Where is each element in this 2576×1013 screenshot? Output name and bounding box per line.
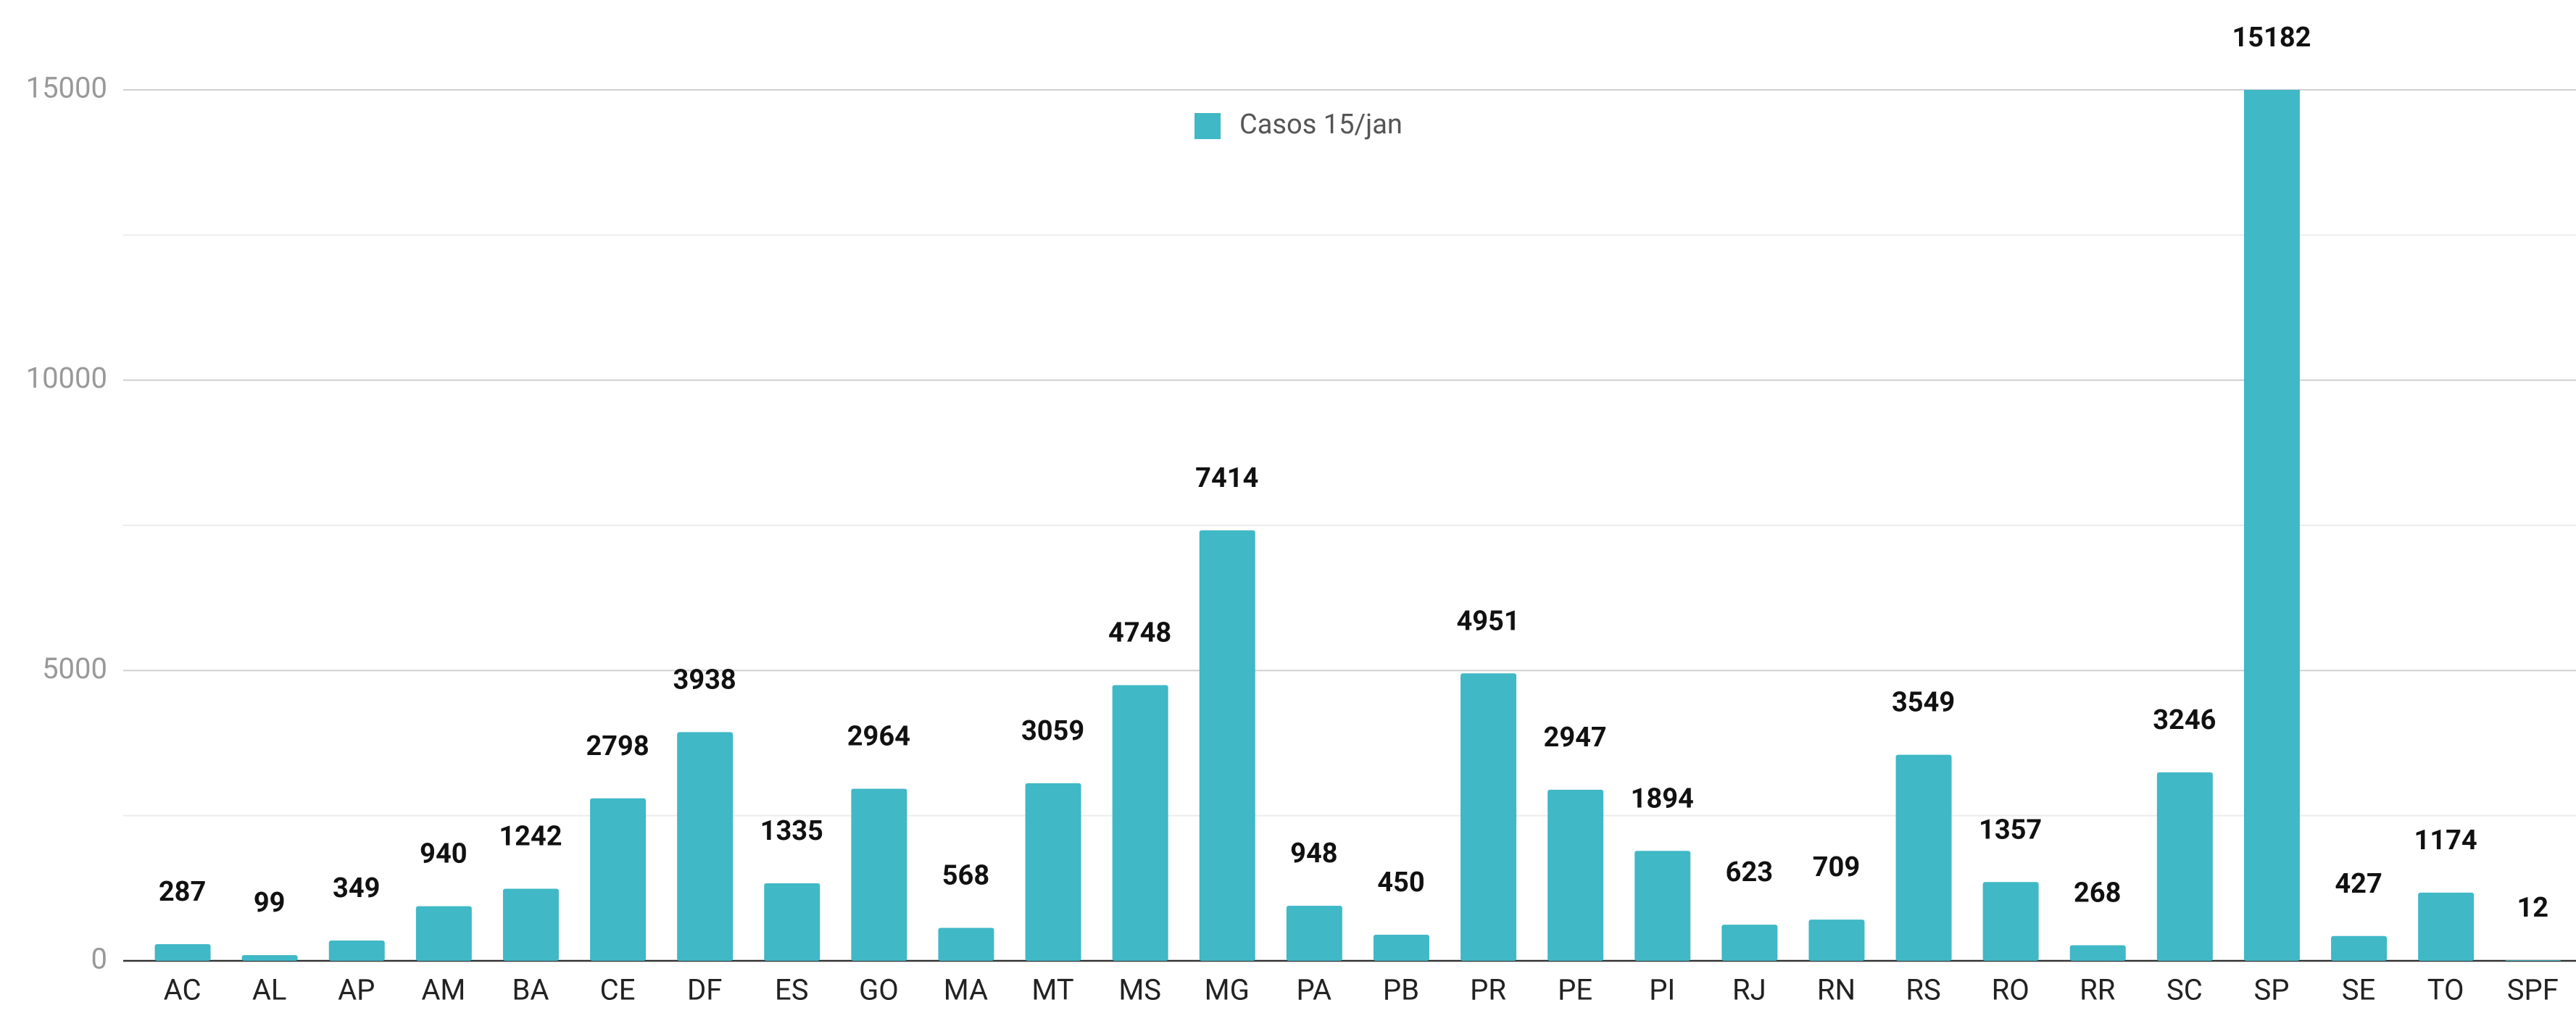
value-label: 940 [420, 838, 467, 870]
y-tick-label: 0 [91, 942, 107, 976]
value-label: 1357 [1979, 814, 2042, 846]
value-label: 3549 [1892, 687, 1955, 719]
x-tick-label: AM [421, 973, 465, 1007]
value-label: 3938 [673, 664, 736, 696]
value-label: 3246 [2153, 704, 2216, 736]
value-label: 15182 [2232, 22, 2311, 54]
x-tick-label: CE [600, 973, 636, 1007]
bar [1461, 673, 1517, 961]
x-tick-label: TO [2427, 973, 2464, 1007]
value-label: 568 [942, 860, 989, 892]
x-tick-label: RR [2080, 973, 2115, 1007]
value-label: 2964 [847, 721, 910, 753]
bar [1286, 906, 1342, 961]
bar [764, 883, 820, 961]
bar [1547, 789, 1604, 961]
bar [1025, 783, 1081, 961]
y-tick-label: 10000 [26, 361, 107, 395]
x-tick-label: AL [252, 973, 287, 1007]
bar [1112, 685, 1168, 961]
x-tick-label: SPF [2507, 973, 2559, 1007]
x-tick-label: RN [1817, 973, 1856, 1007]
x-tick-label: DF [687, 973, 722, 1007]
value-label: 427 [2335, 868, 2382, 900]
labels: 0 5000 10000 15000 AC AL AP AM BA CE DF ES GO MA MT MS M… [26, 22, 2559, 1007]
bar [415, 906, 472, 961]
x-tick-label: AP [338, 973, 375, 1007]
x-tick-label: RJ [1732, 973, 1766, 1007]
x-tick-label: MS [1118, 973, 1161, 1007]
value-label: 2798 [586, 730, 649, 762]
x-tick-label: AC [164, 973, 201, 1007]
legend-label: Casos 15/jan [1239, 109, 1403, 141]
x-tick-label: PE [1558, 973, 1592, 1007]
value-label: 268 [2074, 877, 2121, 909]
bar [851, 788, 907, 961]
value-label: 4748 [1108, 617, 1171, 649]
legend-swatch [1194, 113, 1221, 139]
x-tick-label: PI [1649, 973, 1675, 1007]
value-label: 4951 [1456, 605, 1519, 637]
bar [2331, 935, 2388, 961]
bar [2418, 892, 2475, 961]
value-label: 3059 [1021, 715, 1084, 747]
bar [241, 955, 298, 961]
y-tick-label: 5000 [42, 651, 107, 685]
value-label: 1174 [2414, 825, 2477, 856]
x-tick-label: SE [2342, 973, 2375, 1007]
value-label: 709 [1813, 851, 1860, 883]
x-tick-label: RS [1906, 973, 1940, 1007]
x-tick-label: ES [775, 973, 808, 1007]
x-tick-label: GO [859, 973, 899, 1007]
bar [677, 732, 734, 961]
y-tick-label: 15000 [26, 71, 107, 105]
bar [1808, 920, 1865, 961]
x-tick-label: PR [1470, 973, 1506, 1007]
x-tick-label: PB [1383, 973, 1419, 1007]
value-label: 1242 [499, 821, 562, 853]
value-label: 1335 [760, 815, 823, 847]
value-label: 287 [159, 876, 206, 908]
bar [938, 927, 994, 961]
bar [1895, 754, 1952, 961]
x-tick-label: RO [1992, 973, 2029, 1007]
value-label: 2947 [1544, 722, 1607, 754]
x-tick-label: MA [944, 973, 988, 1007]
bar [1199, 530, 1255, 961]
bar [1373, 934, 1429, 961]
bar [154, 944, 211, 961]
value-label: 623 [1726, 856, 1773, 888]
bar [1982, 882, 2039, 961]
value-label: 948 [1290, 838, 1337, 870]
bar [590, 798, 647, 961]
value-label: 450 [1377, 867, 1424, 899]
bar [328, 941, 385, 961]
bars [154, 90, 2562, 961]
value-label: 12 [2517, 892, 2548, 924]
x-tick-label: SP [2253, 973, 2289, 1007]
bar [2243, 90, 2300, 961]
bar [502, 888, 559, 961]
bar [1634, 851, 1691, 961]
value-label: 349 [333, 872, 380, 904]
bar [2069, 945, 2126, 961]
bar [1721, 925, 1778, 961]
x-tick-label: SC [2166, 973, 2203, 1007]
x-tick-label: MG [1205, 973, 1250, 1007]
value-label: 1894 [1631, 783, 1694, 814]
x-tick-label: BA [512, 973, 549, 1007]
value-label: 99 [254, 887, 286, 919]
bar [2505, 960, 2562, 961]
bar [2156, 772, 2213, 961]
value-label: 7414 [1195, 462, 1258, 494]
x-tick-label: MT [1031, 973, 1073, 1007]
x-tick-label: PA [1297, 973, 1332, 1007]
